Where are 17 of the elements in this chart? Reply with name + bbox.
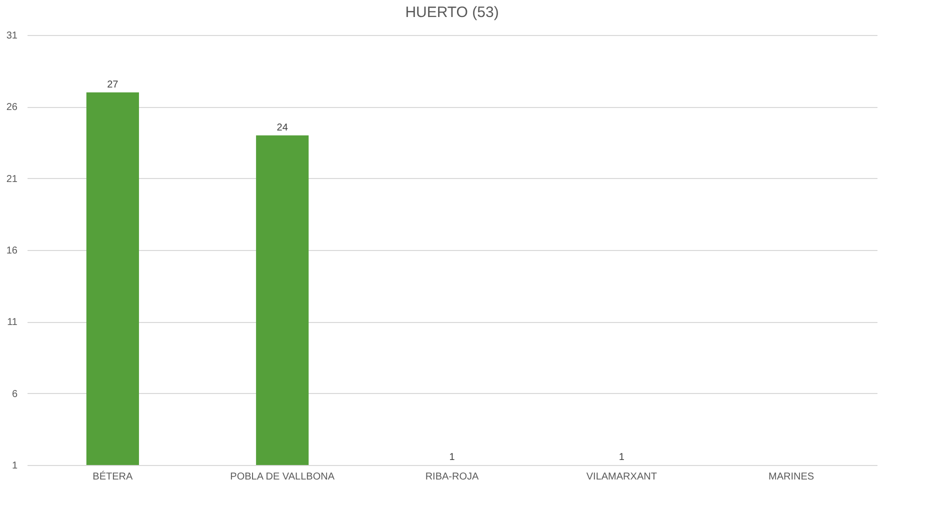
y-tick-label: 21 <box>6 174 18 185</box>
x-tick-label: RIBA-ROJA <box>425 472 479 482</box>
y-tick-label: 26 <box>6 102 18 114</box>
y-tick-label: 1 <box>12 460 18 472</box>
chart-title: HUERTO (53) <box>405 4 499 21</box>
x-tick-label: POBLA DE VALLBONA <box>230 472 335 482</box>
y-tick-label: 11 <box>7 317 18 328</box>
y-tick-label: 6 <box>12 388 18 400</box>
data-label: 1 <box>618 452 625 463</box>
x-tick-label: MARINES <box>768 472 814 482</box>
x-tick-label: BÉTERA <box>92 470 134 482</box>
data-label: 1 <box>449 452 456 463</box>
data-label: 27 <box>107 79 119 90</box>
y-tick-label: 16 <box>6 246 18 256</box>
x-tick-label: VILAMARXANT <box>586 472 657 482</box>
data-label: 24 <box>276 122 288 134</box>
y-tick-label: 31 <box>6 30 18 42</box>
